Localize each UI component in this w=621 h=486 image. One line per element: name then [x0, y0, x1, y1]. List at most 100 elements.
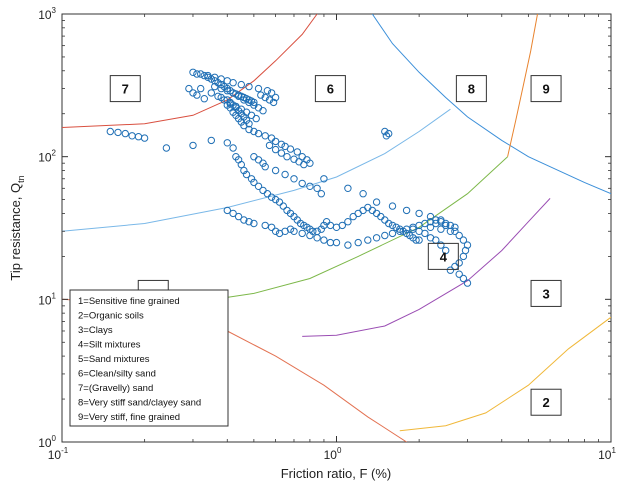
data-point: [271, 93, 280, 102]
zone-label-4: 4: [427, 242, 459, 270]
data-point: [298, 179, 306, 188]
data-point: [250, 178, 258, 187]
data-point: [211, 82, 219, 91]
data-point: [229, 209, 237, 218]
legend-entry: 5=Sand mixtures: [78, 354, 150, 365]
data-point: [313, 184, 321, 193]
data-point: [267, 89, 276, 97]
data-point: [271, 195, 280, 204]
data-point: [281, 170, 289, 179]
data-point: [463, 279, 472, 287]
data-point: [293, 148, 301, 156]
zone-label-2: 2: [530, 388, 562, 416]
data-point: [254, 182, 263, 191]
data-point: [257, 91, 265, 99]
data-point: [459, 252, 468, 261]
data-point: [402, 206, 411, 215]
data-point: [364, 236, 372, 244]
data-point: [223, 139, 232, 147]
zone-label-text: 9: [542, 82, 549, 97]
data-point: [446, 227, 455, 236]
y-tick-label: 103: [38, 6, 56, 22]
data-point: [451, 223, 459, 232]
data-point: [197, 84, 205, 93]
data-point: [415, 209, 423, 218]
data-point: [446, 266, 455, 274]
zone-label-box: [455, 75, 487, 103]
data-point: [277, 140, 286, 149]
data-point: [426, 234, 435, 242]
y-axis-label-main: Tip resistance, Q: [8, 183, 23, 281]
data-point: [277, 149, 286, 157]
data-point: [317, 225, 325, 233]
data-point: [200, 95, 209, 103]
data-point: [193, 70, 201, 78]
data-point: [193, 91, 201, 99]
data-point: [252, 114, 260, 123]
data-point: [385, 129, 393, 138]
zone-label-6: 6: [314, 75, 346, 103]
zone-label-9: 9: [530, 75, 562, 103]
data-point: [237, 80, 246, 89]
data-point: [283, 153, 291, 161]
data-point: [271, 145, 280, 154]
data-point: [381, 231, 389, 240]
data-point: [415, 236, 423, 244]
data-point: [207, 136, 216, 145]
data-point: [359, 190, 367, 198]
data-point: [344, 184, 352, 193]
zone-boundary-8: [399, 316, 611, 432]
data-point: [385, 219, 393, 228]
legend-box: [69, 289, 229, 427]
data-point: [189, 141, 197, 150]
zone-labels: 123456789: [109, 75, 562, 416]
data-point: [240, 216, 248, 224]
zone-label-text: 2: [542, 395, 549, 410]
zone-label-box: [530, 75, 562, 103]
data-point: [455, 231, 463, 240]
data-point: [245, 125, 253, 134]
data-point: [388, 221, 397, 230]
data-point: [271, 166, 280, 175]
data-point: [140, 134, 149, 142]
zone-label-box: [314, 75, 346, 103]
data-point: [267, 193, 276, 201]
data-point: [261, 221, 269, 230]
data-point: [442, 219, 450, 228]
data-point: [344, 241, 352, 249]
data-point: [162, 144, 171, 152]
zone-label-8: 8: [455, 75, 487, 103]
data-point: [223, 206, 232, 215]
data-point: [320, 236, 328, 244]
data-point: [313, 234, 321, 242]
legend-entry: 7=(Gravelly) sand: [78, 383, 153, 394]
zone-label-text: 3: [542, 286, 549, 301]
data-point: [267, 223, 276, 232]
data-point: [455, 270, 463, 278]
data-point: [271, 137, 280, 146]
legend-entry: 6=Clean/silty sand: [78, 369, 156, 380]
data-point: [261, 93, 269, 102]
y-tick-label: 100: [38, 434, 56, 450]
data-point: [265, 96, 274, 104]
y-axis-label-subscript: tn: [16, 175, 26, 183]
data-point: [437, 225, 445, 233]
zone-label-box: [427, 242, 459, 270]
data-point: [286, 145, 295, 153]
data-point: [332, 238, 341, 247]
data-point: [300, 160, 308, 169]
data-point: [459, 236, 468, 244]
data-point: [261, 132, 269, 140]
data-point: [211, 73, 219, 82]
zone-label-box: [530, 388, 562, 416]
zone-label-text: 8: [468, 82, 475, 97]
data-point: [426, 218, 435, 226]
zone-label-text: 6: [327, 82, 334, 97]
zone-label-text: 7: [122, 82, 129, 97]
data-point: [388, 202, 397, 210]
data-point: [214, 92, 222, 101]
data-point: [200, 71, 209, 80]
legend: 1=Sensitive fine grained 2=Organic soils 3…: [69, 289, 229, 427]
